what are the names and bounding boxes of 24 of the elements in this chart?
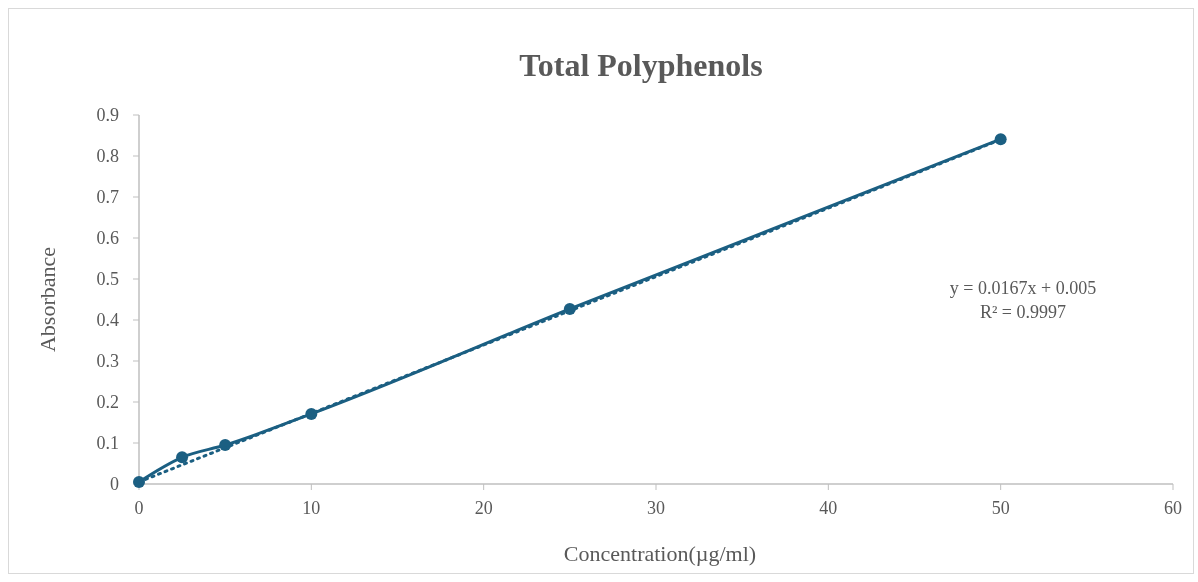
y-tick-label: 0	[110, 474, 119, 495]
x-tick-label: 10	[302, 498, 321, 518]
x-tick-label: 0	[134, 498, 144, 518]
y-tick-label: 0.4	[96, 310, 119, 331]
x-tick-label: 40	[819, 498, 838, 518]
y-tick-label: 0.2	[96, 392, 119, 413]
x-axis-title: Concentration(µg/ml)	[563, 541, 757, 566]
x-tick-label: 30	[647, 498, 665, 518]
x-tick-label: 50	[991, 498, 1010, 518]
y-tick-label: 0.3	[96, 351, 119, 372]
y-tick-label: 0.1	[96, 433, 119, 454]
annotation: y = 0.0167x + 0.005	[949, 278, 1097, 298]
y-tick-label: 0.7	[96, 187, 119, 208]
y-tick-label: 0.9	[96, 105, 119, 126]
point	[133, 475, 145, 488]
annotation: R² = 0.9997	[979, 302, 1067, 322]
x-tick-label: 60	[1164, 498, 1182, 518]
y-tick-label: 0.5	[96, 269, 119, 290]
y-axis-title: Absorbance	[35, 246, 60, 353]
chart-title: Total Polyphenols	[519, 47, 763, 83]
point	[176, 451, 189, 464]
y-tick-label: 0.6	[96, 228, 119, 249]
x-tick-label: 20	[474, 498, 493, 518]
y-tick-label: 0.8	[96, 146, 119, 167]
